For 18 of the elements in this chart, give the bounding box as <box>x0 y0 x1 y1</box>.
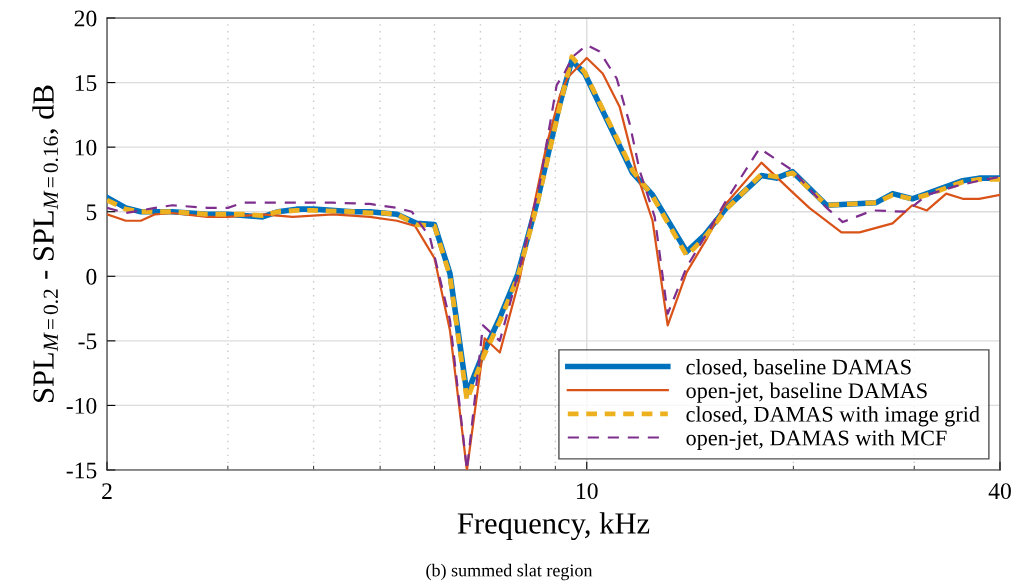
legend-label: open-jet, baseline DAMAS <box>686 382 927 403</box>
y-tick-label: 10 <box>75 139 97 156</box>
y-tick-label: -15 <box>66 462 97 479</box>
y-tick-label: -5 <box>78 333 97 350</box>
legend-label: closed, DAMAS with image grid <box>686 406 980 427</box>
text: (b) summed slat region <box>426 563 593 581</box>
x-tick-label: 10 <box>577 483 598 500</box>
legend-label: open-jet, DAMAS with MCF <box>686 429 947 450</box>
y-axis-title: SPL$_{M=0.2}$ - SPL$_{M=0.16}$, dB <box>32 85 59 402</box>
y-tick-label: 0 <box>86 268 97 285</box>
y-tick-label: 15 <box>75 75 97 91</box>
x-axis-title: Frequency, kHz <box>457 512 650 541</box>
y-tick-label: 20 <box>74 10 97 27</box>
legend-label: closed, baseline DAMAS <box>686 358 911 378</box>
y-tick-label: 5 <box>86 204 97 221</box>
x-tick-label: 40 <box>988 483 1011 500</box>
x-tick-label: 2 <box>102 483 112 499</box>
y-tick-label: -10 <box>66 397 97 414</box>
